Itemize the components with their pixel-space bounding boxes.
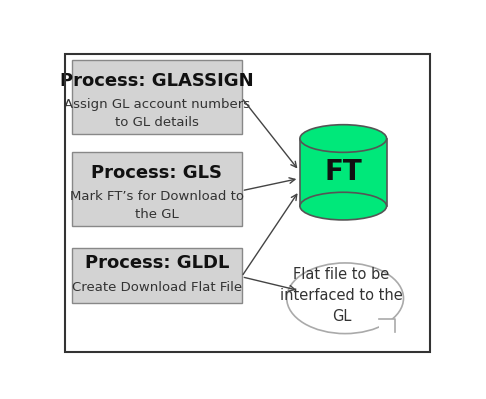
Text: Process: GLASSIGN: Process: GLASSIGN (60, 72, 254, 90)
Text: Assign GL account numbers
to GL details: Assign GL account numbers to GL details (64, 98, 250, 129)
Bar (379, 319, 395, 332)
Text: Mark FT’s for Download to
the GL: Mark FT’s for Download to the GL (70, 190, 244, 221)
Text: Process: GLDL: Process: GLDL (85, 254, 229, 272)
Bar (72, 60, 242, 134)
Bar (300, 138, 386, 206)
Text: Flat file to be
interfaced to the
GL: Flat file to be interfaced to the GL (280, 267, 403, 324)
Ellipse shape (287, 263, 403, 334)
Text: Process: GLS: Process: GLS (91, 164, 222, 182)
Ellipse shape (300, 124, 386, 152)
Text: FT: FT (324, 158, 362, 186)
Ellipse shape (300, 192, 386, 220)
Text: Create Download Flat File: Create Download Flat File (72, 281, 242, 294)
Bar (72, 152, 242, 226)
Bar (72, 247, 242, 303)
